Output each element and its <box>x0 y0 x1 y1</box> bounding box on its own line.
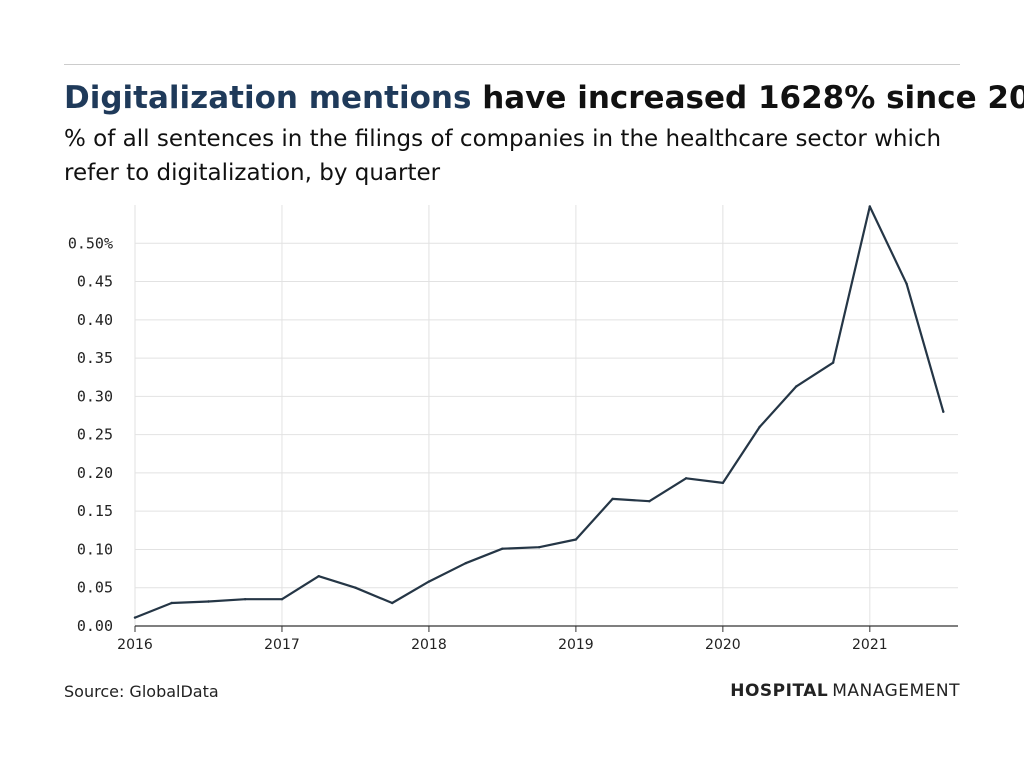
data-point <box>501 547 504 550</box>
y-tick-label: 0.05 <box>77 579 113 597</box>
title-rest: have increased 1628% since 2016 <box>482 80 1024 116</box>
top-rule <box>64 64 960 65</box>
x-tick-label: 2016 <box>117 637 153 653</box>
x-tick-label: 2020 <box>705 637 741 653</box>
data-point <box>574 538 578 541</box>
data-point <box>317 575 320 578</box>
y-tick-label: 0.40 <box>77 311 113 329</box>
data-point <box>758 425 761 429</box>
data-point <box>464 562 467 565</box>
data-point <box>354 586 357 589</box>
y-tick-label: 0.45 <box>77 273 113 291</box>
data-point <box>611 497 614 501</box>
x-tick-label: 2021 <box>852 637 888 653</box>
chart-title: Digitalization mentions have increased 1… <box>64 78 1024 118</box>
x-tick-label: 2017 <box>264 637 300 653</box>
data-point <box>721 481 725 485</box>
chart-subtitle: % of all sentences in the filings of com… <box>64 126 942 186</box>
data-point <box>868 205 871 208</box>
y-tick-label: 0.35 <box>77 349 113 367</box>
data-point <box>831 361 835 364</box>
source-note: Source: GlobalData <box>64 682 219 701</box>
y-tick-label: 0.00 <box>77 617 113 635</box>
y-tick-label: 0.30 <box>77 387 113 405</box>
data-point <box>391 601 394 605</box>
data-point <box>427 580 431 583</box>
brand-light: MANAGEMENT <box>832 681 960 701</box>
data-point <box>795 385 798 388</box>
brand-logo: HOSPITAL MANAGEMENT <box>730 681 960 701</box>
data-point <box>244 598 247 601</box>
y-tick-label: 0.20 <box>77 464 113 482</box>
title-highlight: Digitalization mentions <box>64 80 472 116</box>
data-point <box>684 477 688 480</box>
data-point <box>133 616 137 619</box>
data-point <box>538 546 541 549</box>
data-point <box>905 282 908 285</box>
y-tick-label: 0.50% <box>68 234 113 252</box>
x-tick-label: 2018 <box>411 637 447 653</box>
series-line <box>133 205 945 619</box>
y-tick-label: 0.15 <box>77 502 113 520</box>
y-tick-label: 0.10 <box>77 540 113 558</box>
x-tick-label: 2019 <box>558 637 594 653</box>
data-point <box>170 601 173 605</box>
data-point <box>280 598 284 601</box>
y-tick-label: 0.25 <box>77 426 113 444</box>
brand-bold: HOSPITAL <box>730 681 829 701</box>
data-point <box>942 410 945 413</box>
data-point <box>207 600 210 603</box>
data-point <box>648 500 651 503</box>
